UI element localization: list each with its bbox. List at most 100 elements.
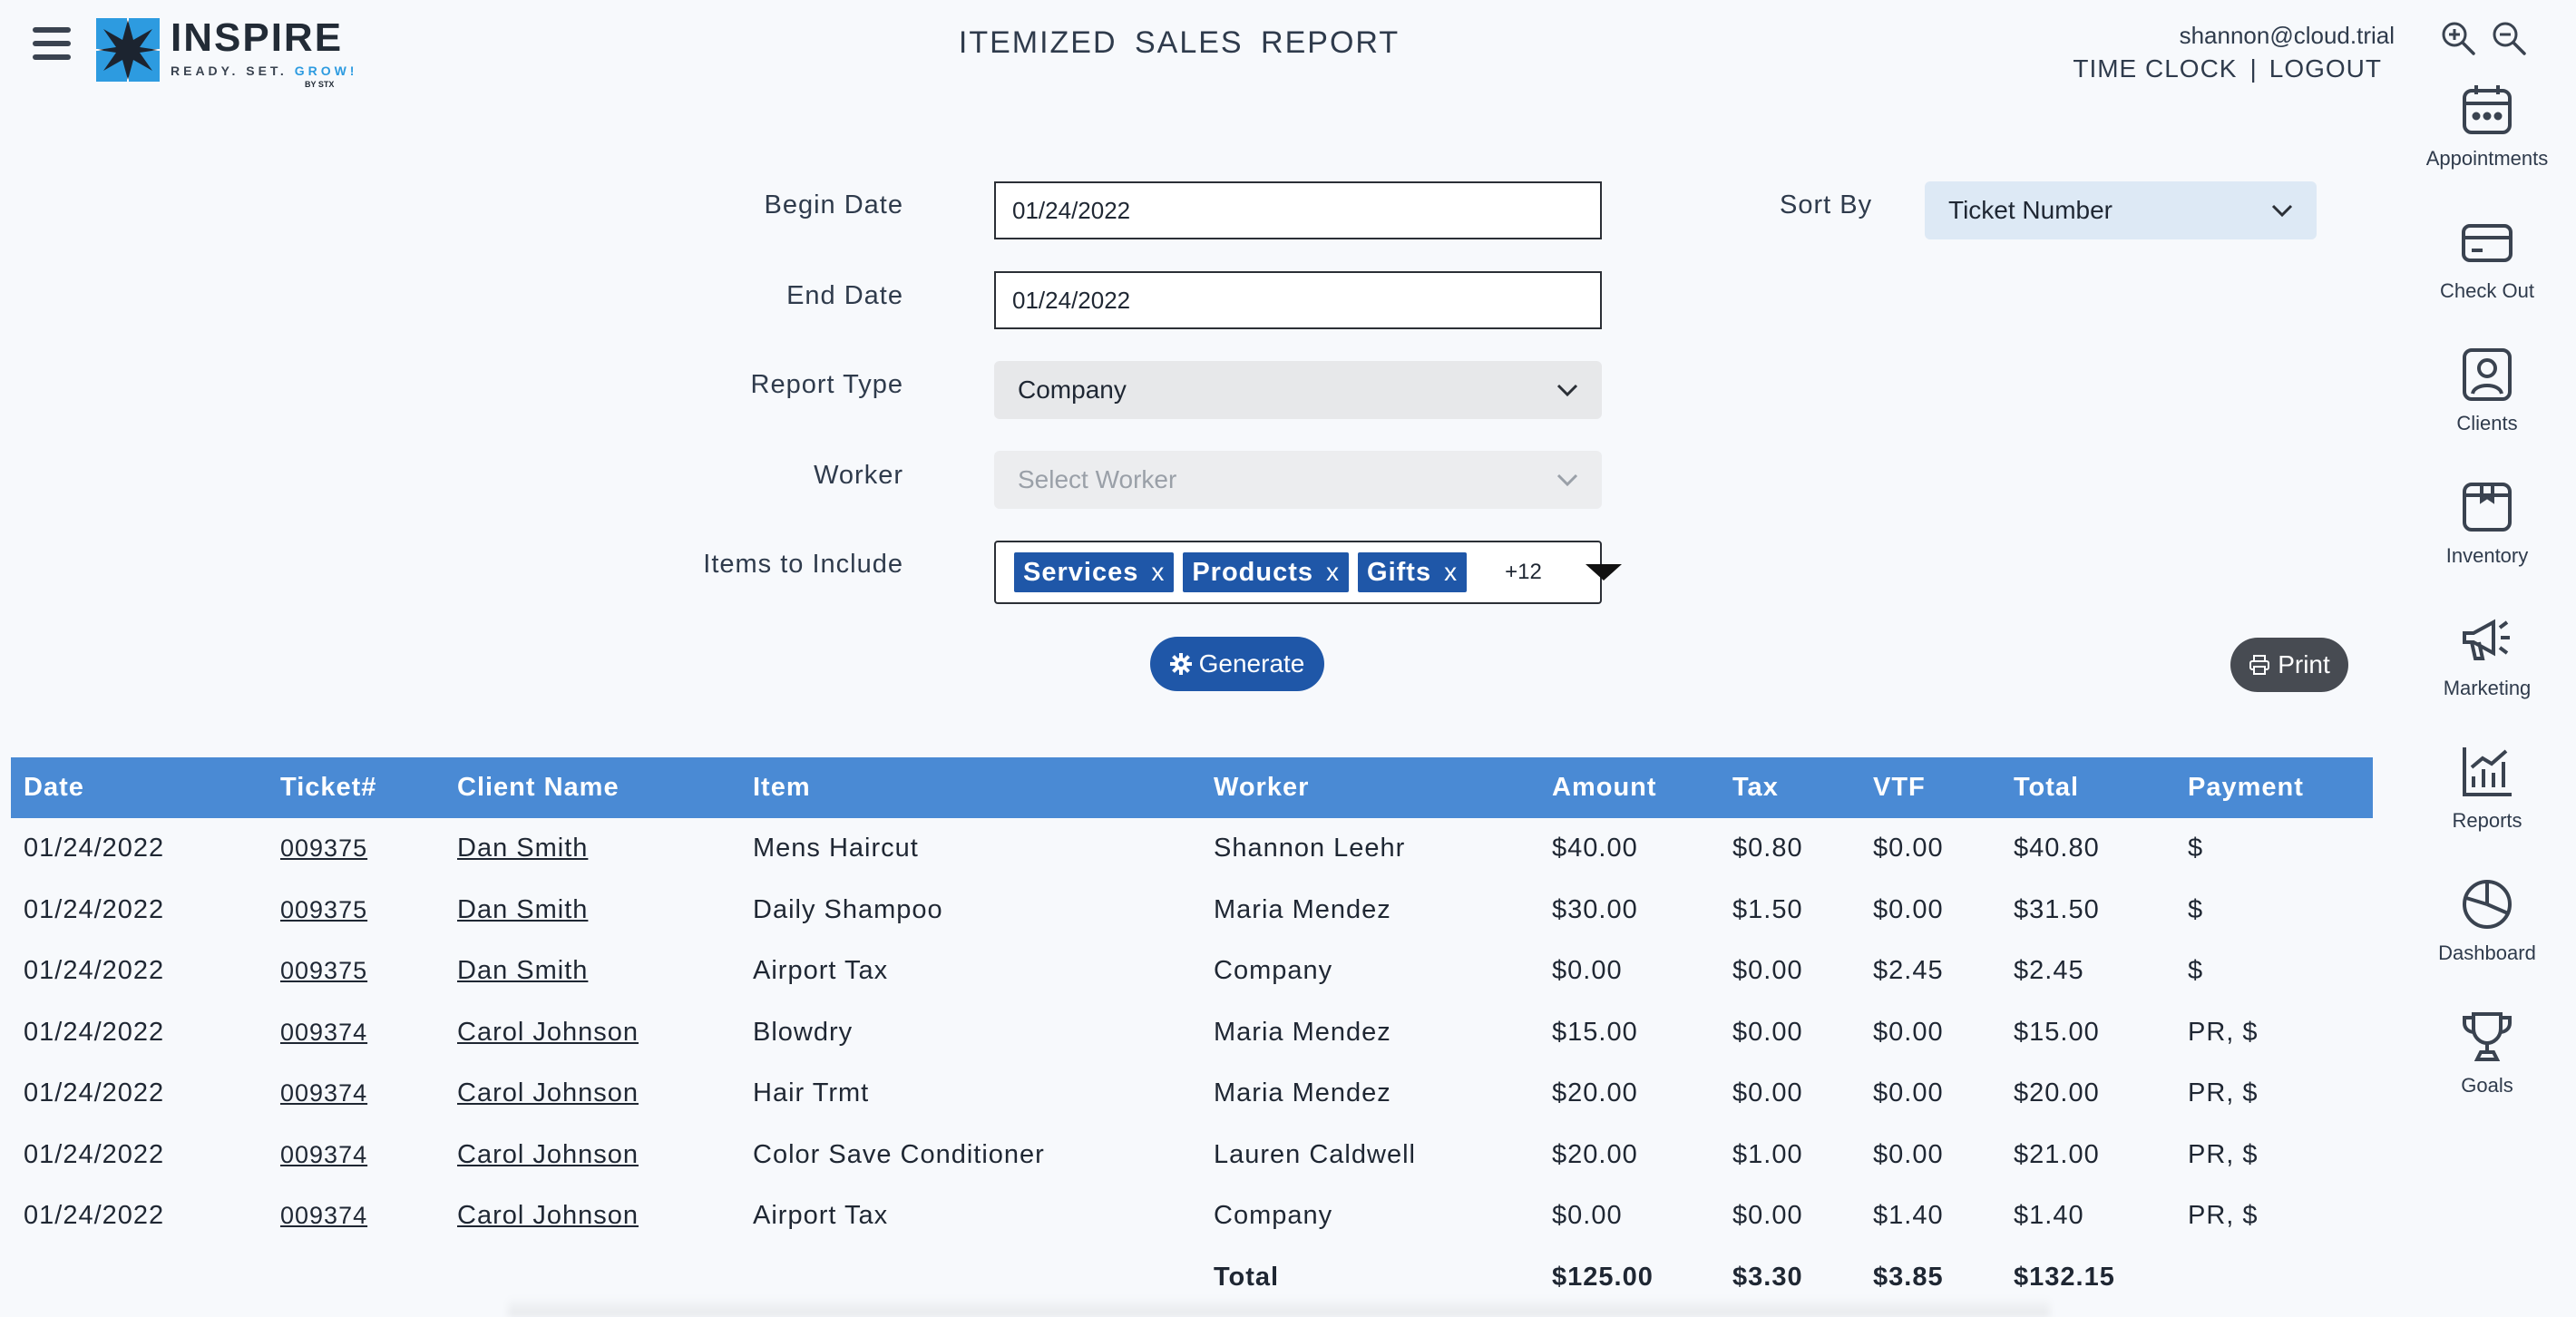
col-amount[interactable]: Amount <box>1552 773 1657 802</box>
sidebar-item-label: Check Out <box>2440 279 2534 302</box>
tag-gifts[interactable]: Gifts x <box>1358 552 1468 592</box>
cell-payment: PR, $ <box>2188 1078 2259 1108</box>
cell-amount: $0.00 <box>1552 956 1623 986</box>
cell-tax: $0.00 <box>1732 1017 1803 1047</box>
cell-worker: Shannon Leehr <box>1214 834 1406 863</box>
cell-total: $40.80 <box>2014 834 2100 863</box>
generate-button[interactable]: Generate <box>1150 637 1324 691</box>
sidebar-item-label: Reports <box>2452 809 2522 832</box>
credit-card-icon <box>2462 224 2513 262</box>
col-ticket[interactable]: Ticket# <box>280 773 377 802</box>
cell-client-link[interactable]: Carol Johnson <box>457 1201 639 1231</box>
total-tax: $3.30 <box>1732 1262 1803 1292</box>
tag-services[interactable]: Services x <box>1014 552 1175 592</box>
trophy-icon <box>2463 1012 2512 1061</box>
print-button[interactable]: Print <box>2230 638 2348 692</box>
remove-tag-icon[interactable]: x <box>1326 558 1341 586</box>
zoom-in-icon[interactable] <box>2440 20 2476 56</box>
cell-total: $15.00 <box>2014 1017 2100 1047</box>
sidebar-item-dashboard[interactable]: Dashboard <box>2398 876 2576 1009</box>
sales-table: Date Ticket# Client Name Item Worker Amo… <box>11 757 2373 1308</box>
col-total[interactable]: Total <box>2014 773 2080 802</box>
sidebar-item-appointments[interactable]: Appointments <box>2398 82 2576 214</box>
tag-products[interactable]: Products x <box>1183 552 1350 592</box>
col-payment[interactable]: Payment <box>2188 773 2304 802</box>
logout-link[interactable]: LOGOUT <box>2269 54 2382 83</box>
cell-date: 01/24/2022 <box>24 1078 165 1108</box>
cell-vtf: $0.00 <box>1873 1139 1944 1169</box>
sidebar-item-goals[interactable]: Goals <box>2398 1009 2576 1141</box>
cell-amount: $15.00 <box>1552 1017 1638 1047</box>
table-row: 01/24/2022 009375 Dan Smith Daily Shampo… <box>11 880 2373 941</box>
sidebar-item-clients[interactable]: Clients <box>2398 346 2576 479</box>
sidebar-item-check-out[interactable]: Check Out <box>2398 214 2576 346</box>
cell-ticket-link[interactable]: 009374 <box>280 1140 368 1168</box>
col-tax[interactable]: Tax <box>1732 773 1779 802</box>
cell-client-link[interactable]: Carol Johnson <box>457 1078 639 1108</box>
cell-date: 01/24/2022 <box>24 1017 165 1047</box>
zoom-out-icon[interactable] <box>2491 20 2527 56</box>
sidebar-item-inventory[interactable]: Inventory <box>2398 479 2576 611</box>
cell-ticket-link[interactable]: 009375 <box>280 957 368 985</box>
sort-by-label: Sort By <box>1780 190 1873 220</box>
cell-date: 01/24/2022 <box>24 956 165 986</box>
sort-by-select[interactable]: Ticket Number <box>1925 181 2317 239</box>
cell-date: 01/24/2022 <box>24 894 165 924</box>
table-row: 01/24/2022 009375 Dan Smith Airport Tax … <box>11 941 2373 1002</box>
cell-tax: $0.80 <box>1732 834 1803 863</box>
begin-date-input[interactable]: 01/24/2022 <box>994 181 1602 239</box>
report-type-select[interactable]: Company <box>994 361 1602 419</box>
sidebar-item-marketing[interactable]: Marketing <box>2398 611 2576 744</box>
remove-tag-icon[interactable]: x <box>1151 558 1166 586</box>
col-client-name[interactable]: Client Name <box>457 773 620 802</box>
time-clock-link[interactable]: TIME CLOCK <box>2073 54 2238 83</box>
cell-item: Airport Tax <box>753 956 889 986</box>
cell-payment: PR, $ <box>2188 1139 2259 1169</box>
cell-tax: $1.50 <box>1732 894 1803 924</box>
cell-ticket-link[interactable]: 009375 <box>280 895 368 923</box>
sidebar-item-label: Appointments <box>2425 147 2549 170</box>
col-item[interactable]: Item <box>753 773 811 802</box>
cell-ticket-link[interactable]: 009374 <box>280 1202 368 1230</box>
cell-payment: $ <box>2188 956 2204 986</box>
table-total-row: Total $125.00 $3.30 $3.85 $132.15 <box>11 1247 2373 1309</box>
bar-chart-icon <box>2463 747 2512 796</box>
print-label: Print <box>2278 650 2330 678</box>
logo-star-icon <box>96 18 160 82</box>
cell-ticket-link[interactable]: 009374 <box>280 1079 368 1107</box>
cell-worker: Lauren Caldwell <box>1214 1139 1416 1169</box>
col-vtf[interactable]: VTF <box>1873 773 1926 802</box>
sidebar-item-reports[interactable]: Reports <box>2398 744 2576 876</box>
cell-ticket-link[interactable]: 009374 <box>280 1018 368 1046</box>
report-type-label: Report Type <box>750 370 903 399</box>
items-to-include-multiselect[interactable]: Services x Products x Gifts x +12 <box>994 541 1622 604</box>
worker-select[interactable]: Select Worker <box>994 451 1602 509</box>
cell-client-link[interactable]: Dan Smith <box>457 834 589 863</box>
cell-client-link[interactable]: Carol Johnson <box>457 1139 639 1169</box>
table-row: 01/24/2022 009374 Carol Johnson Hair Trm… <box>11 1063 2373 1125</box>
logo[interactable]: INSPIRE READY. SET. GROW! BY STX <box>96 18 354 89</box>
end-date-input[interactable]: 01/24/2022 <box>994 271 1602 329</box>
caret-down-icon[interactable] <box>1585 564 1622 580</box>
cell-client-link[interactable]: Dan Smith <box>457 894 589 924</box>
person-icon <box>2463 348 2512 401</box>
cell-client-link[interactable]: Carol Johnson <box>457 1017 639 1047</box>
user-email: shannon@cloud.trial <box>2179 22 2395 49</box>
cell-vtf: $0.00 <box>1873 1078 1944 1108</box>
col-worker[interactable]: Worker <box>1214 773 1310 802</box>
cell-amount: $20.00 <box>1552 1139 1638 1169</box>
more-tags-count[interactable]: +12 <box>1505 560 1542 584</box>
cell-vtf: $0.00 <box>1873 1017 1944 1047</box>
link-separator: | <box>2249 54 2257 83</box>
printer-icon <box>2249 655 2270 675</box>
col-date[interactable]: Date <box>24 773 84 802</box>
sidebar-item-label: Dashboard <box>2438 941 2536 964</box>
sidebar-item-label: Marketing <box>2443 677 2532 699</box>
cell-total: $2.45 <box>2014 956 2084 986</box>
remove-tag-icon[interactable]: x <box>1444 558 1459 586</box>
begin-date-label: Begin Date <box>764 190 903 220</box>
menu-icon[interactable] <box>33 27 71 60</box>
cell-payment: $ <box>2188 894 2204 924</box>
cell-client-link[interactable]: Dan Smith <box>457 956 589 986</box>
cell-ticket-link[interactable]: 009375 <box>280 834 368 863</box>
